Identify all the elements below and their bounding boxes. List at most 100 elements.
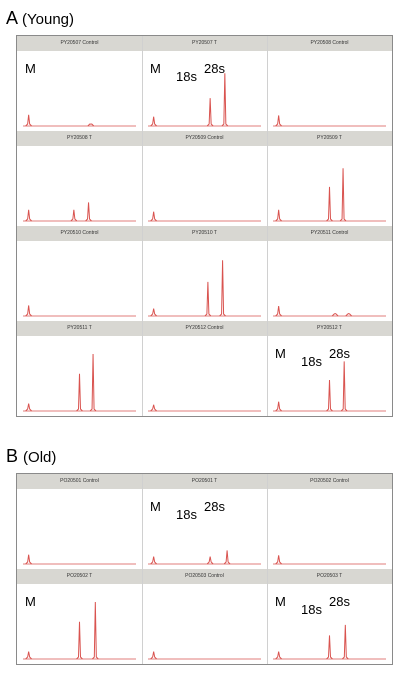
trace-peak-1	[87, 123, 95, 127]
trace-peak-1	[206, 556, 214, 565]
electropherogram-plot	[148, 404, 261, 412]
trace-peak-2	[340, 361, 348, 412]
trace-cell: PO20503 Control	[142, 569, 267, 664]
trace-cell: PY20512 Control	[142, 321, 267, 416]
electropherogram-plot	[23, 114, 136, 127]
trace-peak-0	[275, 306, 283, 317]
panel-a-label: A (Young)	[6, 8, 74, 30]
electropherogram-plot	[23, 353, 136, 412]
trace-cell: PY20508 T	[17, 131, 142, 226]
trace-title: PY20510 Control	[17, 226, 142, 241]
trace-peak-1	[76, 621, 83, 660]
trace-cell: PO20501 T M 18s 28s	[142, 474, 267, 569]
trace-peak-0	[150, 556, 158, 565]
trace-title: PY20508 Control	[267, 36, 392, 51]
trace-peak-2	[89, 353, 97, 412]
column-separator	[142, 36, 143, 416]
peak-label-28s: 28s	[329, 346, 350, 361]
trace-title: PY20511 T	[17, 321, 142, 336]
trace-cell: PY20508 Control	[267, 36, 392, 131]
trace-cell: PO20503 T M 18s 28s	[267, 569, 392, 664]
electropherogram-plot	[273, 361, 386, 412]
panel-b-letter: B	[6, 446, 19, 466]
trace-title: PO20503 Control	[142, 569, 267, 584]
peak-label-28s: 28s	[204, 499, 225, 514]
trace-peak-0	[275, 651, 283, 660]
panel-b-label: B (Old)	[6, 446, 56, 468]
panel-a-sublabel: (Young)	[22, 11, 75, 28]
trace-peak-1	[204, 281, 212, 317]
trace-peak-0	[275, 401, 283, 412]
peak-label-M: M	[275, 594, 286, 609]
column-separator	[267, 36, 268, 416]
trace-peak-0	[25, 209, 33, 222]
trace-peak-1	[331, 312, 339, 317]
electropherogram-plot	[273, 555, 386, 565]
electropherogram-plot	[23, 202, 136, 222]
trace-cell: PY20509 T	[267, 131, 392, 226]
trace-peak-0	[150, 308, 158, 317]
electropherogram-plot	[23, 554, 136, 565]
trace-title: PY20509 T	[267, 131, 392, 146]
trace-peak-0	[275, 115, 283, 127]
trace-cell: PY20511 T	[17, 321, 142, 416]
trace-cell: PY20507 Control M	[17, 36, 142, 131]
peak-label-18s: 18s	[301, 354, 322, 369]
trace-peak-2	[345, 312, 353, 317]
trace-title: PY20507 T	[142, 36, 267, 51]
electropherogram-plot	[148, 651, 261, 660]
peak-label-18s: 18s	[176, 69, 197, 84]
trace-peak-1	[326, 635, 333, 660]
trace-cell: PY20507 T M 18s 28s	[142, 36, 267, 131]
column-separator	[142, 474, 143, 664]
panel-a-letter: A	[6, 8, 18, 28]
panel-b-grid: PO20501 Control PO20501 T M 18s 28s PO20502 C…	[16, 473, 393, 665]
electropherogram-plot	[273, 168, 386, 222]
electropherogram-plot	[23, 601, 136, 660]
peak-label-M: M	[150, 499, 161, 514]
trace-peak-0	[150, 211, 158, 222]
panel-b-sublabel: (Old)	[23, 449, 57, 466]
electropherogram-plot	[148, 73, 261, 127]
trace-peak-1	[76, 373, 83, 412]
peak-label-M: M	[25, 61, 36, 76]
trace-peak-2	[341, 624, 349, 660]
electropherogram-plot	[23, 305, 136, 317]
trace-peak-0	[25, 305, 33, 317]
trace-title: PY20512 Control	[142, 321, 267, 336]
trace-peak-0	[25, 651, 33, 660]
electropherogram-plot	[148, 550, 261, 565]
trace-title: PY20512 T	[267, 321, 392, 336]
column-separator	[267, 474, 268, 664]
trace-title: PO20501 Control	[17, 474, 142, 489]
trace-peak-2	[339, 168, 347, 222]
trace-cell: PY20509 Control	[142, 131, 267, 226]
trace-peak-0	[25, 114, 33, 127]
trace-title: PY20508 T	[17, 131, 142, 146]
trace-title: PY20511 Control	[267, 226, 392, 241]
trace-title: PY20509 Control	[142, 131, 267, 146]
trace-cell: PY20511 Control	[267, 226, 392, 321]
trace-title: PY20507 Control	[17, 36, 142, 51]
trace-peak-1	[206, 98, 214, 127]
peak-label-28s: 28s	[204, 61, 225, 76]
electropherogram-plot	[148, 211, 261, 222]
trace-title: PY20510 T	[142, 226, 267, 241]
trace-peak-2	[219, 260, 226, 317]
trace-cell: PO20502 Control	[267, 474, 392, 569]
trace-title: PO20502 Control	[267, 474, 392, 489]
trace-title: PO20503 T	[267, 569, 392, 584]
trace-cell: PY20512 T M 18s 28s	[267, 321, 392, 416]
trace-peak-0	[150, 404, 158, 412]
trace-peak-0	[275, 209, 283, 222]
trace-cell: PY20510 T	[142, 226, 267, 321]
peak-label-M: M	[275, 346, 286, 361]
peak-label-18s: 18s	[301, 602, 322, 617]
trace-peak-0	[150, 116, 158, 127]
trace-title: PO20501 T	[142, 474, 267, 489]
electropherogram-plot	[273, 115, 386, 127]
trace-title: PO20502 T	[17, 569, 142, 584]
trace-peak-1	[326, 186, 333, 222]
trace-peak-2	[91, 601, 99, 660]
trace-cell: PO20501 Control	[17, 474, 142, 569]
